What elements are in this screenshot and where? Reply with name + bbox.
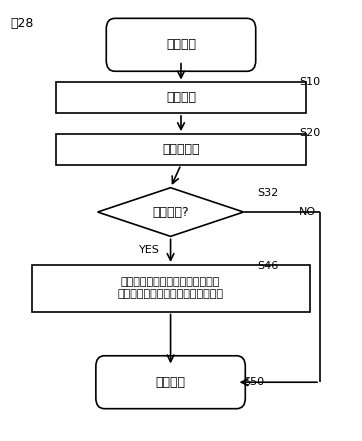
Text: NO: NO: [299, 207, 316, 217]
Text: 振動検出: 振動検出: [166, 91, 196, 104]
Text: YES: YES: [139, 245, 160, 255]
FancyBboxPatch shape: [106, 19, 256, 71]
Text: S50: S50: [244, 377, 265, 387]
Text: S46: S46: [257, 261, 279, 271]
Bar: [56, 82, 306, 113]
Text: リターン: リターン: [156, 376, 186, 389]
Text: 周波数分析: 周波数分析: [162, 143, 200, 156]
Bar: [31, 265, 310, 311]
Polygon shape: [98, 188, 244, 236]
Text: S32: S32: [257, 188, 279, 198]
Text: S10: S10: [299, 77, 320, 86]
Text: 内輪異常?: 内輪異常?: [152, 206, 189, 219]
Text: スタート: スタート: [166, 38, 196, 51]
Text: S20: S20: [299, 128, 320, 138]
Text: 内輪の負荷域移動を指示するため
の信号を油圧アクチュエータへ出力: 内輪の負荷域移動を指示するため の信号を油圧アクチュエータへ出力: [118, 277, 224, 299]
Bar: [56, 134, 306, 164]
Text: 図28: 図28: [11, 17, 34, 30]
FancyBboxPatch shape: [96, 356, 245, 409]
